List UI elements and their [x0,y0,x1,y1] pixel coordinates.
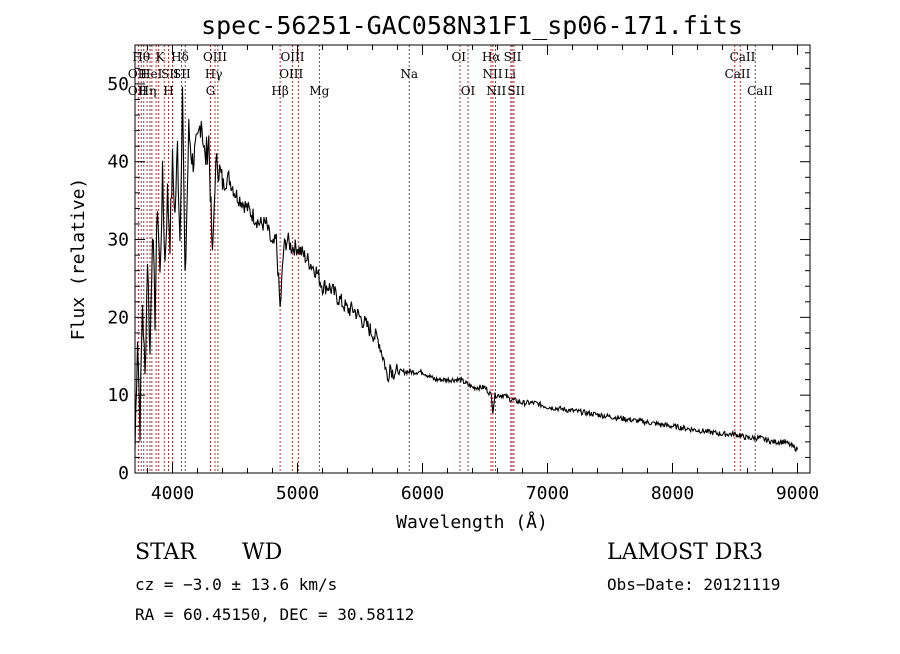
y-axis-label: Flux (relative) [68,178,89,341]
coordinates: RA = 60.45150, DEC = 30.58112 [135,605,415,624]
line-label: OI [451,50,466,64]
x-axis-label: Wavelength (Å) [396,511,548,533]
line-label: Mg [309,84,329,98]
x-tick-label: 8000 [651,483,694,504]
line-label: Na [400,67,418,81]
line-label: OI [461,84,476,98]
redshift-velocity: cz = −3.0 ± 13.6 km/s [135,575,338,594]
line-label: Li [504,67,516,81]
line-label: NII [483,67,503,81]
line-label: SII [173,67,191,81]
x-tick-label: 6000 [401,483,444,504]
plot-frame [134,44,811,474]
line-label: CaII [747,84,773,98]
line-label: Hβ [271,84,288,98]
line-label: H [163,84,173,98]
object-subclass: WD [242,540,283,565]
y-tick-label: 10 [107,385,129,406]
y-tick-label: 30 [107,230,129,251]
line-label: K [156,50,166,64]
line-label: SII [161,67,179,81]
line-label: Hη [139,84,157,98]
line-label: OIII [203,50,227,64]
line-label: CaII [730,50,756,64]
line-label: OII [128,84,148,98]
axis-ticks: 4000 5000 6000 7000 8000 9000 0 10 20 30 40 50 [107,45,819,504]
line-label: CaII [725,67,751,81]
x-tick-label: 7000 [526,483,569,504]
chart-title: spec-56251-GAC058N31F1_sp06-171.fits [201,11,743,40]
survey-name: LAMOST DR3 [607,540,763,565]
line-label: Hγ [205,67,223,81]
x-tick-label: 9000 [776,483,819,504]
line-label: NII [486,84,506,98]
line-label: SII [507,84,525,98]
y-tick-label: 40 [107,152,129,173]
line-label: HeI [140,67,163,81]
line-label: Hδ [171,50,189,64]
observation-date: Obs−Date: 20121119 [607,575,781,594]
y-tick-label: 20 [107,307,129,328]
line-label: OII [128,67,148,81]
x-tick-label: 4000 [151,483,194,504]
line-label: G [206,84,216,98]
spectrum-line [134,86,799,453]
y-tick-label: 0 [118,463,129,484]
line-label: Hα [482,50,501,64]
line-label: OIII [279,67,303,81]
y-tick-label: 50 [107,74,129,95]
x-tick-label: 5000 [276,483,319,504]
line-label: OIII [280,50,304,64]
line-markers [137,45,756,473]
object-class: STAR [135,540,196,565]
line-label: SII [504,50,522,64]
line-label: Hθ [132,50,150,64]
